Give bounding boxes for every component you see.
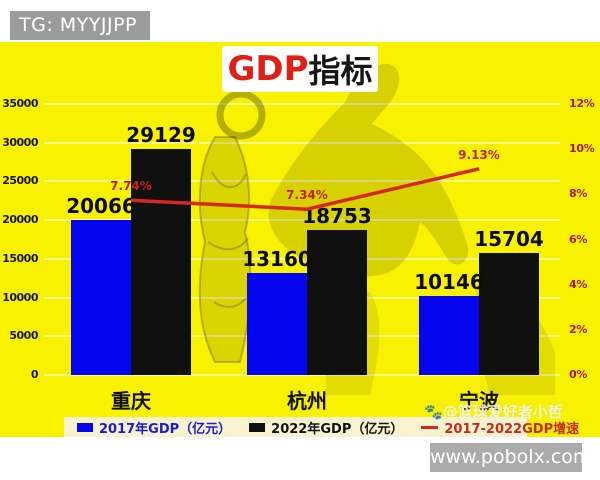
paw-icon: 🐾 <box>424 403 443 421</box>
title-rest: 指标 <box>308 52 373 90</box>
left-axis-tick: 35000 <box>2 97 38 110</box>
legend-item: 2017-2022GDP增速 <box>421 418 579 437</box>
chart-title: GDP 指标 <box>222 46 378 92</box>
legend-bar-swatch <box>249 423 266 432</box>
right-axis-tick: 2% <box>569 322 588 336</box>
grid-line <box>44 141 560 144</box>
left-axis-tick: 25000 <box>2 174 38 188</box>
bar-宁波-2017年GDP（亿元） <box>419 296 479 375</box>
legend-label: 2017-2022GDP增速 <box>444 422 580 437</box>
bar-value-label: 13160 <box>242 247 312 272</box>
bar-value-label: 18753 <box>302 203 372 228</box>
left-axis-tick: 15000 <box>2 251 38 265</box>
bar-杭州-2022年GDP（亿元） <box>307 229 367 375</box>
right-axis-tick: 6% <box>569 232 588 246</box>
author-watermark: 🐾@篮球爱好者小哲 <box>424 401 600 422</box>
growth-point-label: 9.13% <box>458 147 500 162</box>
category-label: 宁波 <box>459 389 499 413</box>
bar-value-label: 10146 <box>414 270 484 295</box>
category-label: 杭州 <box>287 389 327 413</box>
telegram-badge: TG: MYYJJPP <box>10 11 150 40</box>
bar-value-label: 29129 <box>126 123 196 148</box>
chart-area: 0 5000 10000 15000 20000 25000 30000 35000 0% 2% 4… <box>0 42 600 437</box>
site-watermark-badge: www.pobolx.com <box>430 443 591 472</box>
watermark-text: @篮球爱好者小哲 <box>442 403 563 421</box>
right-axis-tick: 10% <box>569 142 595 156</box>
left-axis-tick: 20000 <box>2 213 38 227</box>
bar-value-label: 15704 <box>474 227 544 252</box>
left-axis-tick: 0 <box>30 368 39 381</box>
right-axis-tick: 12% <box>569 97 595 110</box>
title-highlight: GDP <box>227 49 309 89</box>
bar-重庆-2017年GDP（亿元） <box>71 219 131 375</box>
right-axis-tick: 0% <box>569 368 588 381</box>
legend-item: 2017年GDP（亿元） <box>77 418 231 437</box>
growth-point-label: 7.74% <box>110 179 152 194</box>
right-axis-tick: 8% <box>569 187 588 201</box>
top-band: TG: MYYJJPP <box>0 0 600 42</box>
legend: 2017年GDP（亿元） 2022年GDP（亿元） 2017-2022GDP增速 <box>64 417 579 437</box>
left-axis-tick: 10000 <box>2 290 38 304</box>
left-axis-tick: 5000 <box>9 329 38 343</box>
legend-item: 2022年GDP（亿元） <box>249 418 403 437</box>
grid-line <box>44 257 560 260</box>
bar-value-label: 20066 <box>66 193 136 218</box>
growth-point-label: 7.34% <box>286 188 328 203</box>
bar-杭州-2017年GDP（亿元） <box>247 273 307 375</box>
legend-line-swatch <box>421 426 439 429</box>
right-axis-tick: 4% <box>569 277 588 291</box>
bar-宁波-2022年GDP（亿元） <box>479 253 539 375</box>
grid-line <box>44 374 560 376</box>
grid-line <box>44 103 560 105</box>
left-axis-tick: 30000 <box>2 135 38 149</box>
bottom-band: www.pobolx.com <box>0 437 600 480</box>
category-label: 重庆 <box>111 389 151 413</box>
grid-line <box>44 219 560 222</box>
legend-label: 2017年GDP（亿元） <box>99 422 232 437</box>
legend-label: 2022年GDP（亿元） <box>271 422 404 437</box>
legend-bar-swatch <box>77 423 93 432</box>
